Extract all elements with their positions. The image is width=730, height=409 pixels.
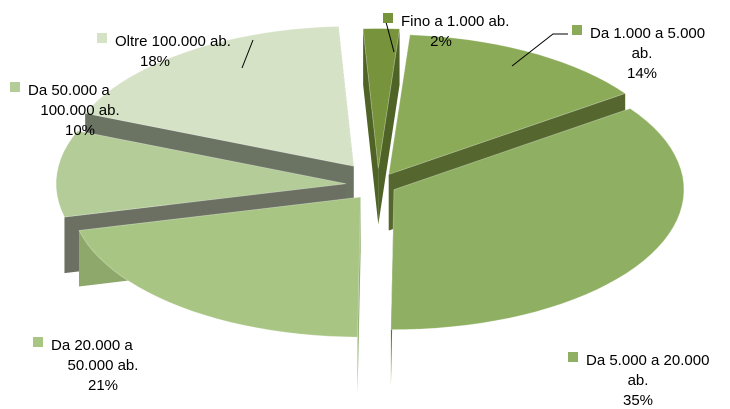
data-label-category-line: ab. — [628, 372, 649, 389]
data-label-category-line: Da 50.000 a — [28, 82, 110, 99]
data-label-category-0: Fino a 1.000 ab. — [401, 13, 509, 30]
data-label-value-1: 14% — [627, 65, 657, 82]
pie-slice-3 — [78, 196, 362, 338]
data-label-category-line: Da 5.000 a 20.000 — [586, 352, 709, 369]
leader-line-5 — [241, 39, 254, 69]
pie-slice-5 — [84, 25, 355, 167]
data-label-value-2: 35% — [623, 392, 653, 409]
legend-key-4 — [10, 82, 20, 92]
leader-line-0 — [385, 21, 395, 53]
pie-slice-0 — [362, 28, 401, 169]
data-label-category-line: Da 20.000 a — [51, 337, 133, 354]
data-label-category-4: Da 50.000 a 100.000 ab. — [28, 82, 120, 119]
legend-key-0 — [383, 13, 393, 23]
leader-line-1 — [511, 33, 568, 67]
data-label-value-0: 2% — [430, 33, 452, 50]
legend-key-3 — [33, 337, 43, 347]
pie-slice-4 — [55, 130, 347, 218]
data-label-category-2: Da 5.000 a 20.000 ab. — [586, 352, 709, 389]
data-label-value-3: 21% — [88, 377, 118, 394]
data-label-category-1: Da 1.000 a 5.000 ab. — [590, 25, 705, 62]
data-label-category-line: Da 1.000 a 5.000 — [590, 25, 705, 42]
legend-key-2 — [568, 352, 578, 362]
data-label-category-3: Da 20.000 a 50.000 ab. — [51, 337, 138, 374]
pie-slice-1 — [388, 34, 627, 176]
data-label-category-5: Oltre 100.000 ab. — [115, 33, 231, 50]
pie-slice-2 — [390, 108, 685, 331]
legend-key-1 — [572, 25, 582, 35]
data-label-category-line: Fino a 1.000 ab. — [401, 13, 509, 30]
data-label-category-line: 50.000 ab. — [68, 357, 139, 374]
pie-slice-wall-start-0 — [363, 28, 379, 225]
data-label-value-4: 10% — [65, 122, 95, 139]
pie-slice-wall-end-0 — [378, 28, 400, 225]
data-label-category-line: ab. — [632, 45, 653, 62]
data-label-category-line: 100.000 ab. — [40, 102, 119, 119]
legend-key-5 — [97, 33, 107, 43]
data-label-category-line: Oltre 100.000 ab. — [115, 33, 231, 50]
data-label-value-5: 18% — [140, 53, 170, 70]
